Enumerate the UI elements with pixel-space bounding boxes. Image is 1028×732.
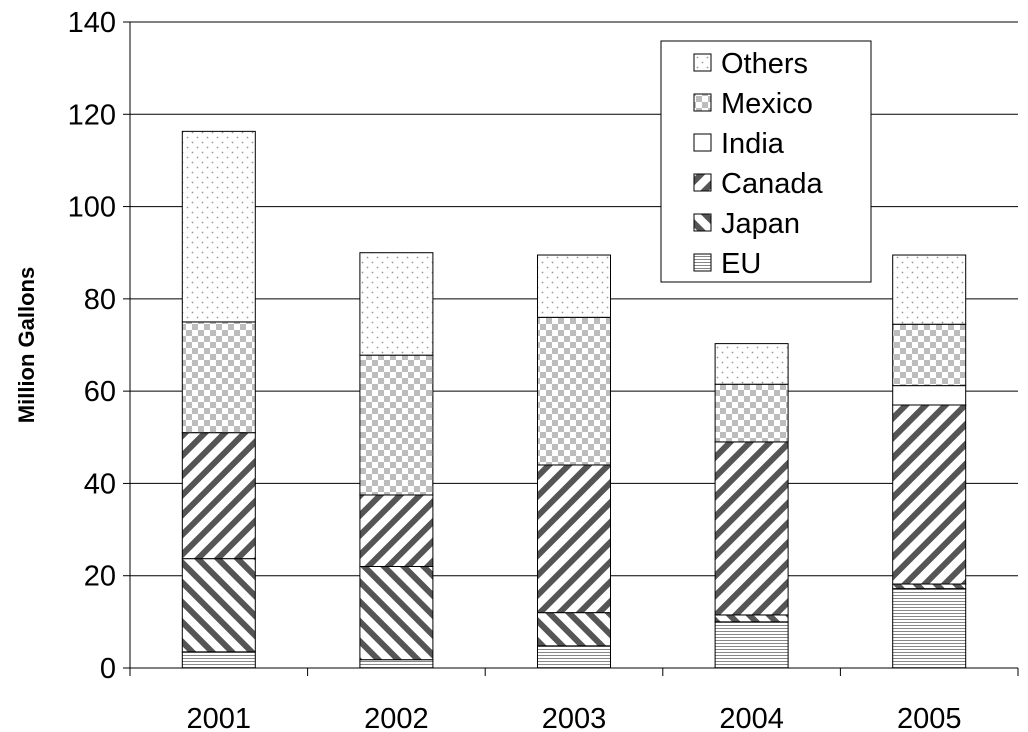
- y-tick-label: 100: [68, 192, 116, 224]
- legend-label-mexico: Mexico: [721, 88, 813, 120]
- legend-swatch-mexico: [693, 93, 712, 112]
- axes: [129, 22, 1019, 676]
- bar-eu-2003: [537, 645, 611, 669]
- bar-canada-2002: [359, 494, 434, 567]
- bar-india-2005: [892, 385, 967, 406]
- bar-japan-2005: [892, 583, 967, 590]
- bar-canada-2001: [181, 432, 256, 560]
- legend-swatch-india: [693, 133, 712, 152]
- bar-japan-2003: [537, 612, 611, 647]
- bar-mexico-2003: [537, 316, 611, 466]
- bar-eu-2001: [181, 651, 256, 669]
- bar-others-2005: [892, 254, 967, 325]
- x-tick-labels: 2001 2002 2003 2004 2005: [187, 703, 962, 732]
- bar-mexico-2005: [892, 323, 967, 387]
- x-tick-label: 2002: [364, 703, 429, 732]
- legend-swatch-eu: [693, 253, 712, 272]
- y-tick-label: 60: [84, 376, 116, 408]
- legend-swatch-others: [693, 53, 712, 72]
- bar-others-2002: [359, 252, 434, 356]
- legend-label-others: Others: [721, 48, 808, 80]
- bars: [181, 130, 967, 669]
- x-tick-label: 2001: [187, 703, 252, 732]
- y-tick-label: 20: [84, 561, 116, 593]
- y-tick-label: 0: [100, 653, 116, 685]
- x-tick-label: 2005: [897, 703, 962, 732]
- bar-others-2001: [181, 130, 256, 323]
- legend-box: [660, 40, 872, 283]
- legend-label-japan: Japan: [721, 208, 800, 240]
- bar-others-2003: [537, 254, 611, 318]
- bar-canada-2005: [892, 404, 967, 585]
- bar-eu-2004: [714, 621, 789, 669]
- bar-eu-2005: [892, 588, 967, 669]
- bar-others-2004: [714, 343, 789, 385]
- bar-japan-2001: [181, 558, 256, 653]
- legend-swatch-canada: [693, 173, 712, 192]
- y-tick-label: 80: [84, 284, 116, 316]
- bar-japan-2004: [714, 614, 789, 623]
- bar-eu-2002: [359, 659, 434, 669]
- bar-mexico-2004: [714, 383, 789, 443]
- legend-label-india: India: [721, 128, 785, 160]
- bar-canada-2004: [714, 441, 789, 616]
- legend: Others Mexico India Canada Japan EU: [660, 40, 872, 283]
- legend-label-canada: Canada: [721, 168, 823, 200]
- bar-mexico-2002: [359, 354, 434, 496]
- legend-label-eu: EU: [721, 248, 761, 280]
- legend-swatch-japan: [693, 213, 712, 232]
- y-tick-label: 140: [68, 7, 116, 39]
- bar-mexico-2001: [181, 321, 256, 434]
- y-tick-label: 40: [84, 468, 116, 500]
- bar-japan-2002: [359, 565, 434, 661]
- y-tick-label: 120: [68, 99, 116, 131]
- bar-canada-2003: [537, 464, 611, 614]
- x-tick-label: 2003: [542, 703, 607, 732]
- x-tick-label: 2004: [719, 703, 784, 732]
- y-axis-label: Million Gallons: [14, 267, 39, 423]
- y-tick-labels: 0 20 40 60 80 100 120 140: [68, 7, 116, 685]
